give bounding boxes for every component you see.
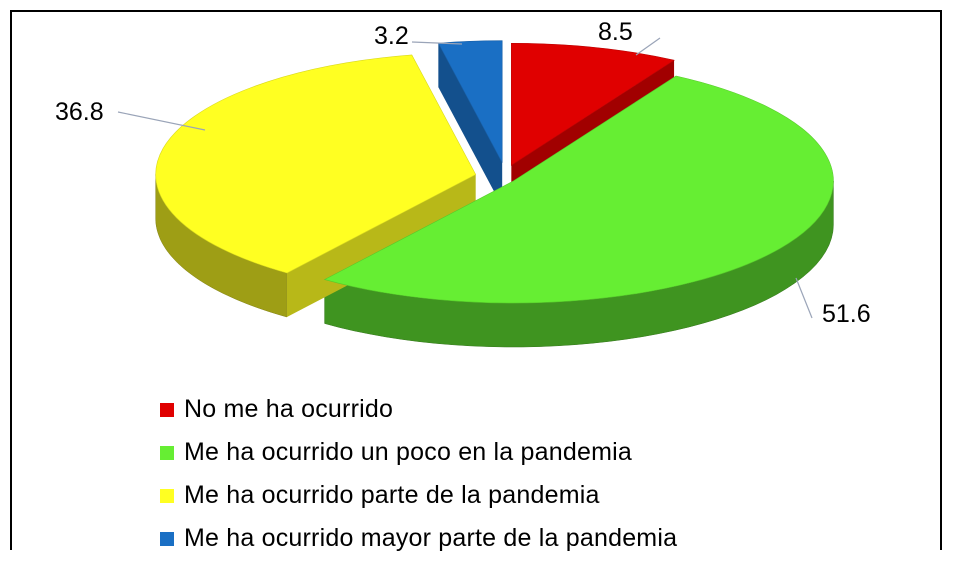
data-label-3: 3.2 <box>374 22 409 50</box>
legend-item-mayor-parte: Me ha ocurrido mayor parte de la pandemi… <box>160 517 677 560</box>
chart-frame <box>10 10 942 550</box>
legend-swatch <box>160 402 174 417</box>
pie-slice-cut <box>438 43 503 207</box>
pie-slice-0 <box>511 42 675 166</box>
legend-label: Me ha ocurrido mayor parte de la pandemi… <box>184 524 678 552</box>
pie-slice-2 <box>155 54 477 274</box>
legend-swatch <box>160 488 174 503</box>
leader-line <box>795 277 813 319</box>
legend-item-un-poco: Me ha ocurrido un poco en la pandemia <box>160 431 677 474</box>
legend-label: Me ha ocurrido un poco en la pandemia <box>184 438 632 466</box>
legend-swatch <box>160 445 174 460</box>
data-label-0: 8.5 <box>598 18 633 46</box>
data-label-1: 51.6 <box>822 300 871 328</box>
pie-slice-1 <box>323 75 834 304</box>
leader-line <box>117 111 206 131</box>
legend-label: Me ha ocurrido parte de la pandemia <box>184 481 600 509</box>
data-label-2: 36.8 <box>55 98 104 126</box>
leader-line <box>635 37 661 56</box>
pie-tops <box>155 40 834 304</box>
legend: No me ha ocurrido Me ha ocurrido un poco… <box>160 388 677 560</box>
legend-item-no-me-ha-ocurrido: No me ha ocurrido <box>160 388 677 431</box>
legend-item-parte: Me ha ocurrido parte de la pandemia <box>160 474 677 517</box>
legend-swatch <box>160 531 174 546</box>
leader-line <box>411 41 463 45</box>
data-labels: 8.5 51.6 36.8 3.2 <box>55 18 871 328</box>
legend-label: No me ha ocurrido <box>184 395 394 423</box>
